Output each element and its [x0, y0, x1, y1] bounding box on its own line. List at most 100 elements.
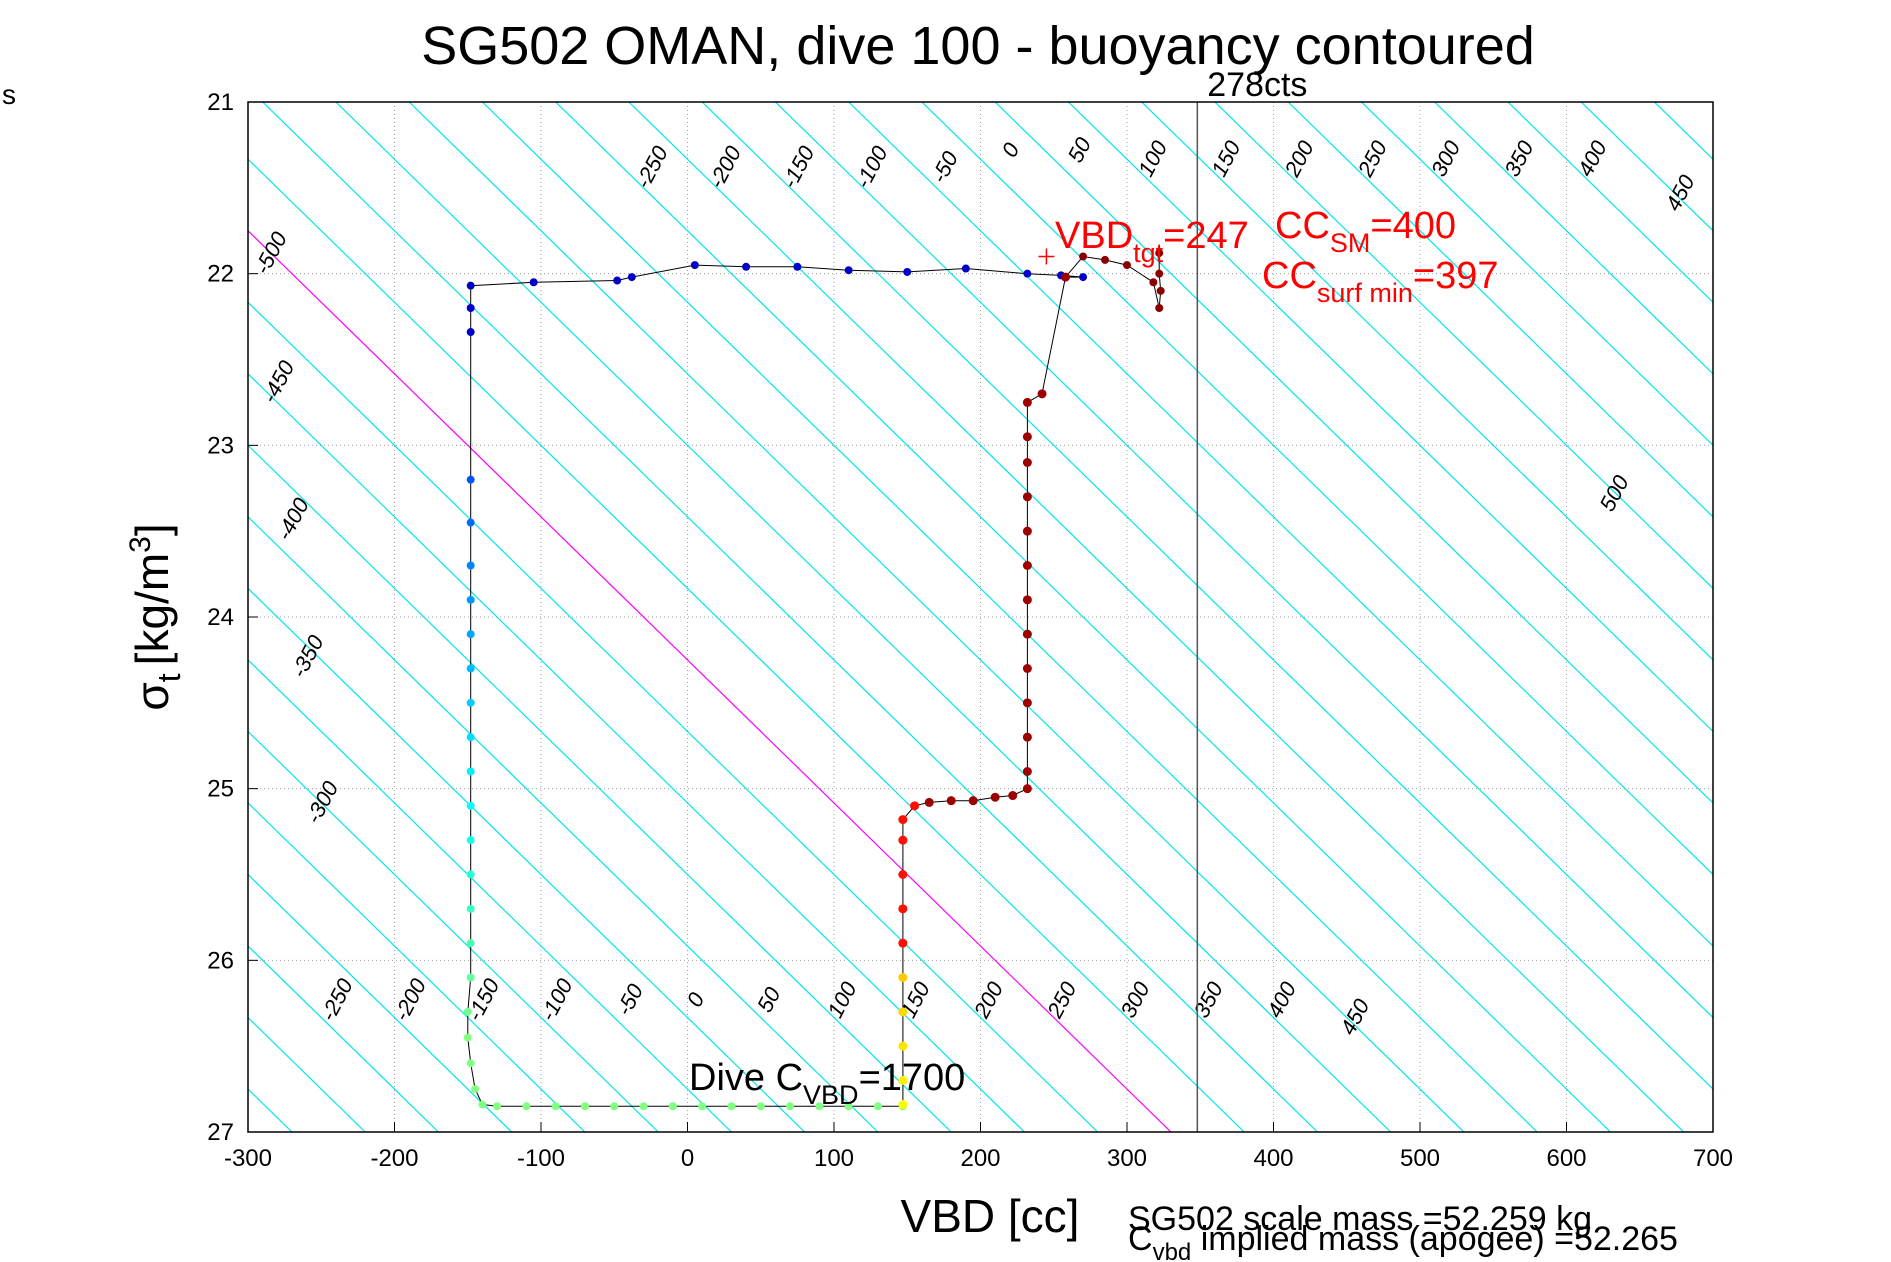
- climb-point: [924, 797, 934, 807]
- descent-point: [466, 870, 475, 879]
- climb-point: [898, 938, 908, 948]
- descent-point: [471, 1085, 480, 1094]
- climb-point: [1022, 595, 1032, 605]
- y-axis-ticks: 21 22 23 24 25 26 27: [207, 89, 258, 1146]
- cc-sm-value: =400: [1370, 205, 1456, 247]
- y-tick-label: 23: [207, 432, 234, 459]
- buoyancy-contour-line: [1653, 102, 1713, 161]
- buoyancy-contour-line: [248, 659, 732, 1132]
- y-tick-label: 26: [207, 947, 234, 974]
- buoyancy-contour-line: [628, 102, 1685, 1132]
- y-axis-symbol: σ: [126, 682, 178, 710]
- data-points: [463, 249, 1165, 1111]
- descent-point: [463, 1007, 472, 1016]
- descent-point: [466, 801, 475, 810]
- x-tick-label: 100: [814, 1145, 854, 1172]
- descent-point: [610, 1102, 619, 1111]
- climb-point: [1022, 698, 1032, 708]
- descent-point: [961, 264, 970, 273]
- x-tick-label: 700: [1693, 1145, 1733, 1172]
- descent-point: [466, 475, 475, 484]
- cc-sm-annotation: CCSM=400: [1275, 205, 1456, 258]
- cc-sm-main: CC: [1275, 205, 1330, 247]
- descent-point: [903, 267, 912, 276]
- y-axis-units-end: ]: [126, 523, 178, 536]
- climb-point: [1022, 458, 1032, 467]
- contour-label: -100: [850, 141, 893, 192]
- contour-label: 250: [1042, 977, 1082, 1023]
- contour-label: 100: [822, 977, 862, 1022]
- x-axis-ticks: -300 -200 -100 0 100 200 300 400 500 600 700: [224, 1122, 1733, 1172]
- descent-point: [466, 281, 475, 290]
- contour-label: -50: [926, 147, 963, 187]
- dive-cvbd-annotation: Dive CVBD=1700: [689, 1057, 965, 1110]
- x-tick-label: 200: [960, 1145, 1000, 1172]
- descent-point: [466, 304, 475, 312]
- buoyancy-contour-line: [994, 102, 1713, 804]
- climb-point: [898, 870, 908, 879]
- y-tick-label: 21: [207, 89, 234, 116]
- buoyancy-contour-line: [248, 802, 586, 1132]
- cc-sm-sub: SM: [1330, 228, 1371, 258]
- climb-point: [946, 796, 956, 806]
- dive-trajectory-line: [467, 253, 1162, 1107]
- climb-point: [898, 904, 908, 914]
- descent-point: [466, 767, 475, 776]
- climb-point: [1008, 791, 1018, 801]
- buoyancy-contour-line: [1434, 102, 1713, 375]
- contour-label: -250: [630, 141, 673, 192]
- contour-label: 450: [1335, 994, 1375, 1039]
- climb-point: [1022, 397, 1032, 407]
- descent-point: [478, 1100, 487, 1109]
- buoyancy-contour-line: [555, 102, 1611, 1132]
- descent-point: [1149, 278, 1158, 287]
- footer: SG502 scale mass =52.259 kg Cvbd implied…: [1128, 1200, 1678, 1262]
- descent-point: [793, 262, 802, 271]
- contour-label: 100: [1133, 136, 1173, 181]
- climb-point: [898, 1041, 908, 1051]
- descent-point: [466, 904, 475, 913]
- climb-point: [968, 796, 978, 806]
- descent-point: [698, 1102, 707, 1111]
- buoyancy-contour-line: [335, 102, 1392, 1132]
- climb-point: [1060, 272, 1070, 282]
- descent-point: [786, 1102, 795, 1111]
- buoyancy-contour-line: [248, 873, 513, 1132]
- contour-label: 300: [1426, 136, 1466, 181]
- buoyancy-contour-line: [1067, 102, 1713, 733]
- contour-label: -50: [611, 979, 648, 1019]
- descent-point: [1079, 252, 1088, 261]
- descent-point: [466, 664, 475, 673]
- climb-point: [1037, 389, 1047, 399]
- footer-cvbd-sub: vbd: [1153, 1239, 1192, 1262]
- descent-point: [1155, 269, 1164, 278]
- descent-point: [466, 836, 475, 845]
- descent-point: [466, 1059, 475, 1068]
- contour-label: -450: [257, 356, 300, 407]
- descent-point: [493, 1102, 502, 1111]
- svg-text:σt[kg/m3]: σt [kg/m3]: [124, 523, 187, 710]
- buoyancy-contour-line: [408, 102, 1465, 1132]
- descent-point: [844, 266, 853, 275]
- footer-scale-mass: SG502 scale mass =52.259 kg: [1128, 1200, 1592, 1238]
- descent-point: [742, 262, 751, 271]
- x-axis-label: VBD [cc]: [901, 1190, 1080, 1242]
- buoyancy-contour-line: [1580, 102, 1713, 232]
- contour-label: -350: [286, 630, 329, 681]
- data-series: [467, 253, 1162, 1107]
- buoyancy-contour-line: [248, 372, 1025, 1132]
- chart-title: SG502 OMAN, dive 100 - buoyancy contoure…: [421, 16, 1535, 76]
- descent-point: [529, 278, 538, 287]
- descent-point: [466, 518, 475, 527]
- buoyancy-contour-line: [248, 730, 659, 1132]
- descent-point: [1156, 286, 1165, 295]
- reference-line-group: 278cts: [1038, 66, 1307, 1132]
- descent-point: [690, 261, 699, 270]
- contour-label: -300: [301, 776, 344, 827]
- x-tick-label: 400: [1253, 1145, 1293, 1172]
- descent-point: [727, 1102, 736, 1111]
- descent-point: [580, 1102, 589, 1111]
- dive-cvbd-sub: VBD: [803, 1080, 859, 1110]
- buoyancy-contour-line: [248, 587, 806, 1132]
